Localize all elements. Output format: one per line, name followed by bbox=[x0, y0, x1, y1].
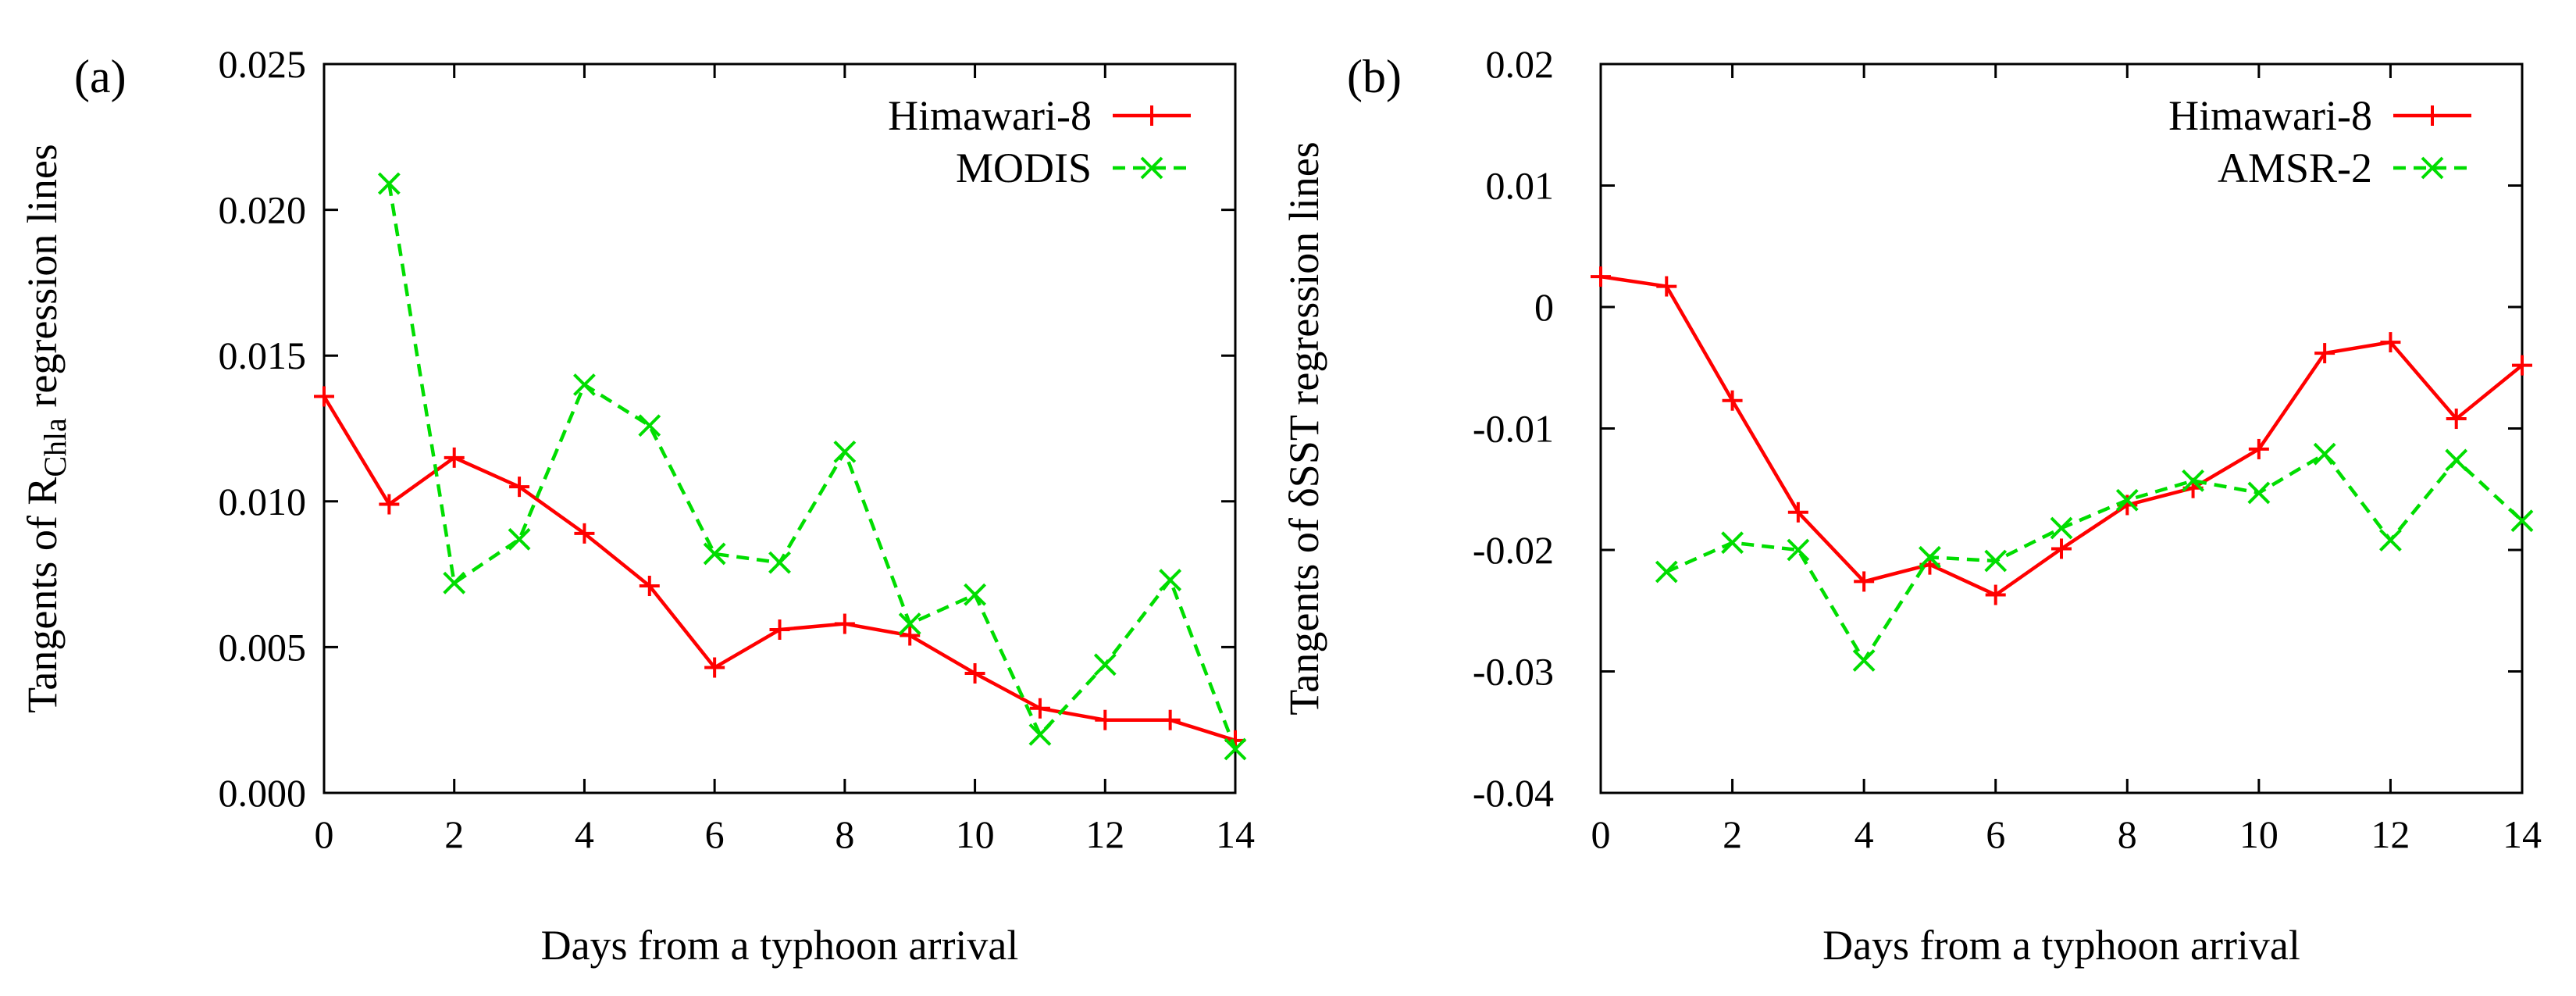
series-line bbox=[322, 395, 1236, 742]
y-tick-label: 0.025 bbox=[219, 42, 307, 86]
x-tick-label: 4 bbox=[575, 812, 594, 856]
y-axis-label: Tangents of RChla regression lines bbox=[19, 144, 73, 713]
plot-frame bbox=[322, 62, 1237, 794]
y-tick-label: 0.005 bbox=[219, 625, 307, 669]
data-point-d2 bbox=[1721, 531, 1744, 555]
x-axis-label: Days from a typhoon arrival bbox=[541, 922, 1019, 969]
x-tick-label: 12 bbox=[2371, 812, 2410, 856]
x-tick-label: 0 bbox=[1591, 812, 1611, 856]
x-tick-label: 8 bbox=[835, 812, 854, 856]
chart-panel-b: 0 2 4 6 8 10 12 14 -0.04 -0.03 -0.02 -0.01 0 0.01 0.02… bbox=[1281, 42, 2542, 969]
data-point-d2 bbox=[1984, 549, 2008, 573]
x-tick-label: 12 bbox=[1085, 812, 1124, 856]
panel-label: (a) bbox=[74, 51, 126, 102]
data-point-d2 bbox=[1159, 569, 1182, 591]
data-point-d2 bbox=[638, 414, 661, 437]
x-tick-label: 0 bbox=[315, 812, 334, 856]
y-axis-label-suffix: regression lines bbox=[19, 144, 66, 418]
legend-label: Himawari-8 bbox=[888, 92, 1092, 139]
data-point-d2 bbox=[964, 583, 986, 606]
legend-label: Himawari-8 bbox=[2168, 92, 2372, 139]
y-tick-label: 0.010 bbox=[219, 480, 307, 523]
x-tick-label: 10 bbox=[2239, 812, 2278, 856]
x-axis-label: Days from a typhoon arrival bbox=[1822, 922, 2300, 969]
data-point-d2 bbox=[2247, 481, 2271, 505]
chart-panel-a: 0 2 4 6 8 10 12 14 0.000 0.005 0.010 0.015 0.020 0.02… bbox=[19, 42, 1255, 969]
legend-marker-d2 bbox=[1140, 156, 1163, 180]
data-point-d2 bbox=[1093, 653, 1117, 676]
data-point-d2 bbox=[768, 551, 791, 574]
data-point-d2 bbox=[703, 542, 726, 566]
data-point-d2 bbox=[898, 612, 921, 635]
data-point-d2 bbox=[2182, 469, 2204, 492]
y-tick-label: 0.02 bbox=[1486, 42, 1555, 86]
x-tick-label: 6 bbox=[1986, 812, 2005, 856]
data-point-d2 bbox=[1852, 649, 1876, 672]
data-point-d2 bbox=[2313, 442, 2336, 466]
x-tick-label: 4 bbox=[1855, 812, 1874, 856]
legend-label: MODIS bbox=[956, 145, 1092, 191]
x-tick-label: 2 bbox=[1723, 812, 1742, 856]
x-tick-label: 10 bbox=[956, 812, 995, 856]
y-tick-label: 0.020 bbox=[219, 188, 307, 232]
x-tick-label: 8 bbox=[2118, 812, 2137, 856]
series-line bbox=[387, 183, 1238, 750]
data-point-d2 bbox=[833, 440, 857, 463]
legend-label: AMSR-2 bbox=[2218, 145, 2372, 191]
x-tick-label: 14 bbox=[1216, 812, 1255, 856]
series-modis bbox=[377, 172, 1247, 761]
y-tick-label: -0.02 bbox=[1473, 528, 1554, 572]
data-point-d2 bbox=[1787, 538, 1810, 562]
y-axis-label: Tangents of δSST regression lines bbox=[1281, 141, 1327, 716]
data-point-d2 bbox=[377, 172, 401, 195]
legend-marker-d2 bbox=[2421, 156, 2444, 180]
y-tick-label: 0 bbox=[1534, 285, 1554, 329]
data-point-d2 bbox=[2510, 509, 2534, 533]
data-point-d2 bbox=[2379, 529, 2402, 552]
series-himawari-8 bbox=[1591, 266, 2532, 605]
panel-label: (b) bbox=[1347, 51, 1402, 102]
data-point-d2 bbox=[573, 373, 596, 396]
data-point-d2 bbox=[2050, 516, 2073, 540]
data-point-d2 bbox=[1655, 560, 1678, 584]
data-point-d2 bbox=[2445, 448, 2468, 472]
x-tick-label: 6 bbox=[705, 812, 725, 856]
y-tick-label: 0.01 bbox=[1486, 164, 1555, 208]
x-tick-label: 14 bbox=[2503, 812, 2542, 856]
y-axis-label-subscript: Chla bbox=[37, 418, 73, 477]
series-line bbox=[1666, 452, 2524, 662]
plot-frame bbox=[1599, 62, 2524, 794]
y-tick-label: -0.01 bbox=[1473, 407, 1554, 451]
y-tick-label: -0.03 bbox=[1473, 650, 1554, 694]
y-tick-label: 0.000 bbox=[219, 771, 307, 815]
data-point-d2 bbox=[2115, 488, 2139, 512]
data-point-d2 bbox=[508, 527, 531, 551]
x-tick-label: 2 bbox=[444, 812, 464, 856]
data-point-d2 bbox=[443, 571, 466, 594]
y-tick-label: -0.04 bbox=[1473, 771, 1554, 815]
data-point-d2 bbox=[1224, 737, 1247, 761]
series-himawari-8 bbox=[314, 386, 1245, 751]
series-amsr-2 bbox=[1655, 442, 2534, 672]
y-axis-label-main: Tangents of δSST regression lines bbox=[1281, 141, 1327, 716]
data-point-d2 bbox=[1919, 545, 1941, 569]
y-axis-label-main: Tangents of R bbox=[19, 477, 66, 713]
y-tick-label: 0.015 bbox=[219, 334, 307, 377]
data-point-d2 bbox=[1028, 723, 1052, 746]
